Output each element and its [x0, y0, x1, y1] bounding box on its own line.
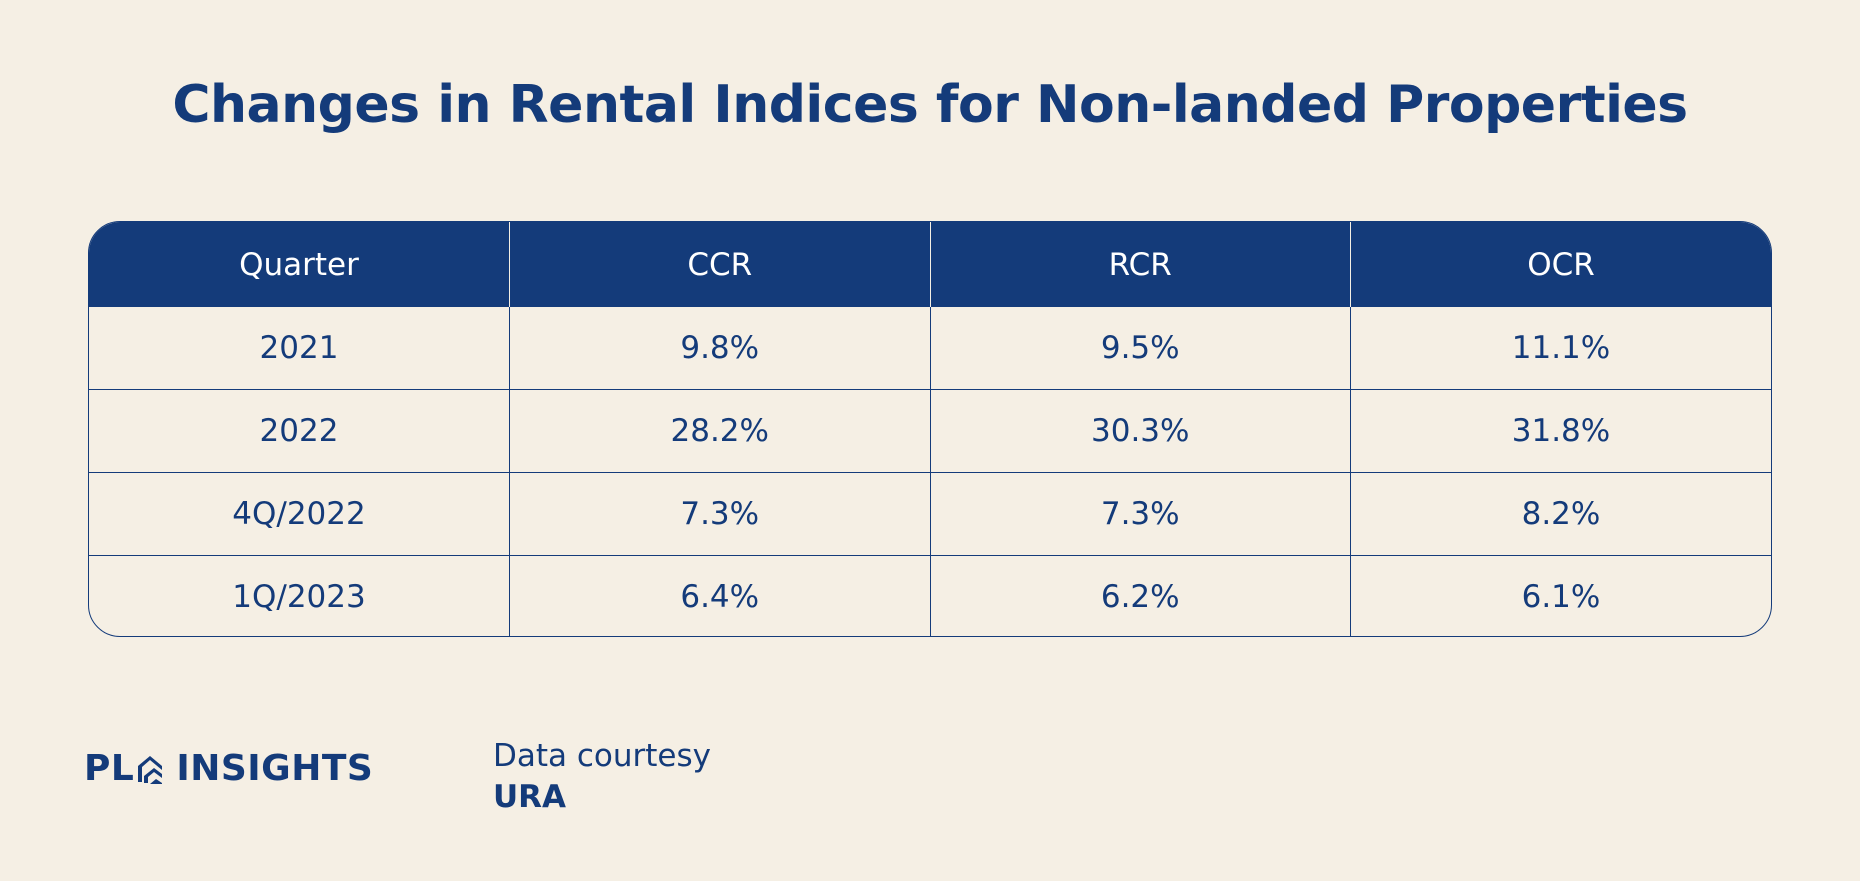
table-header: Quarter CCR RCR OCR [89, 222, 1771, 307]
cell-rcr: 9.5% [930, 307, 1351, 390]
logo-text-left: PL [84, 748, 135, 789]
cell-rcr: 6.2% [930, 555, 1351, 636]
data-table: Quarter CCR RCR OCR 2021 9.8% 9.5% 11.1%… [89, 222, 1771, 636]
header-ocr: OCR [1350, 222, 1771, 307]
cell-rcr: 30.3% [930, 389, 1351, 473]
cell-ocr: 8.2% [1350, 472, 1771, 556]
header-rcr: RCR [930, 222, 1351, 307]
header-ccr: CCR [509, 222, 931, 307]
cell-rcr: 7.3% [930, 472, 1351, 556]
cell-ccr: 7.3% [509, 472, 931, 556]
house-chevron-icon [138, 755, 163, 784]
cell-ccr: 28.2% [509, 389, 931, 473]
brand-logo: PL INSIGHTS [84, 748, 373, 789]
table-row: 4Q/2022 7.3% 7.3% 8.2% [89, 472, 1771, 556]
logo-text-right: INSIGHTS [176, 748, 374, 789]
cell-ccr: 6.4% [509, 555, 931, 636]
cell-ocr: 6.1% [1350, 555, 1771, 636]
source-label: Data courtesy [493, 738, 711, 774]
table-row: 2022 28.2% 30.3% 31.8% [89, 389, 1771, 473]
data-source: Data courtesy URA [493, 736, 711, 818]
table-row: 2021 9.8% 9.5% 11.1% [89, 307, 1771, 390]
header-row: Quarter CCR RCR OCR [89, 222, 1771, 307]
header-quarter: Quarter [89, 222, 510, 307]
cell-quarter: 2022 [89, 389, 510, 473]
cell-quarter: 2021 [89, 307, 510, 390]
cell-ocr: 11.1% [1511, 330, 1611, 366]
cell-quarter: 1Q/2023 [89, 555, 510, 636]
rental-indices-table: Quarter CCR RCR OCR 2021 9.8% 9.5% 11.1%… [88, 221, 1772, 637]
table-row: 1Q/2023 6.4% 6.2% 6.1% [89, 555, 1771, 636]
source-value: URA [493, 779, 567, 815]
cell-ccr: 9.8% [509, 307, 931, 390]
cell-ocr: 31.8% [1350, 389, 1771, 473]
cell-quarter: 4Q/2022 [89, 472, 510, 556]
page-title: Changes in Rental Indices for Non-landed… [172, 75, 1688, 135]
table-body: 2021 9.8% 9.5% 11.1% 2022 28.2% 30.3% 31… [89, 307, 1771, 636]
